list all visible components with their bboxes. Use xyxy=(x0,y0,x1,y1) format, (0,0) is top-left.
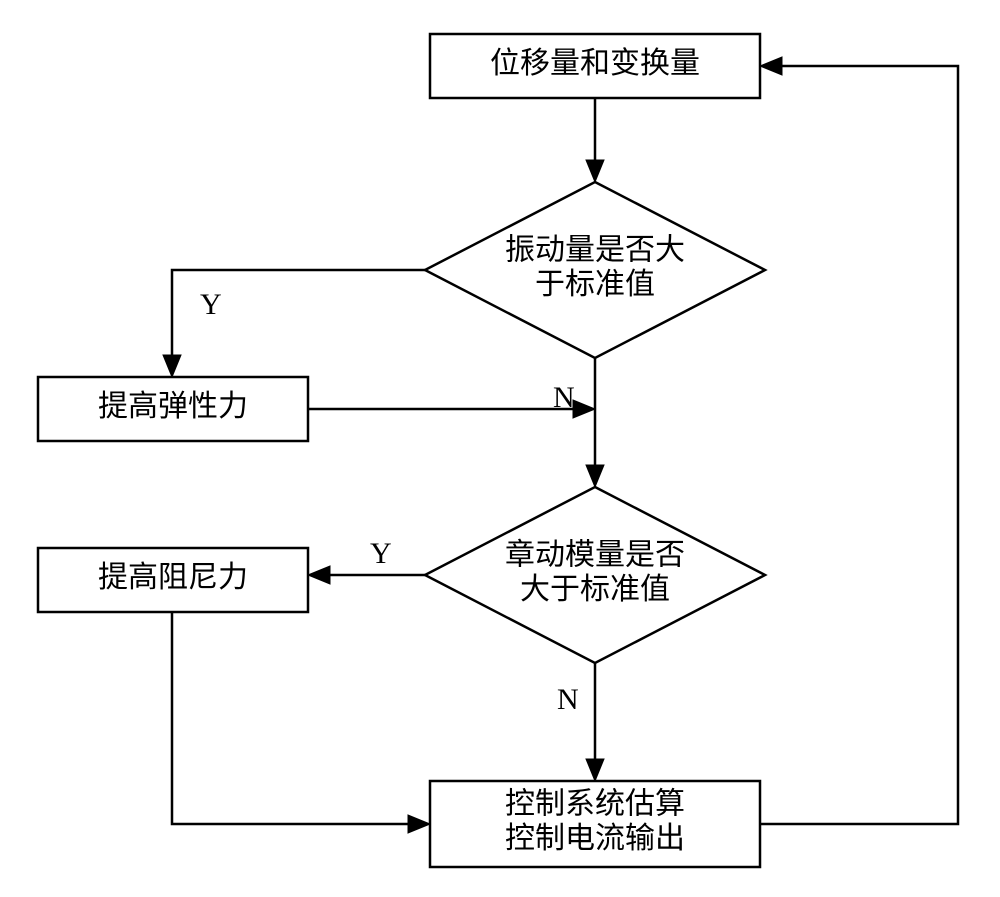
n_start-line0: 位移量和变换量 xyxy=(490,47,700,80)
n_dec2-line0: 章动模量是否 xyxy=(505,539,685,572)
e_dec2_N_down-label: N xyxy=(557,683,579,716)
n_out-line0: 控制系统估算 xyxy=(505,788,685,821)
n_actDamp-line0: 提高阻尼力 xyxy=(98,561,248,594)
n_actElastic-line0: 提高弹性力 xyxy=(98,390,248,423)
e_dec1_Y_to_elastic-label: Y xyxy=(200,288,222,321)
n_dec2-line1: 大于标准值 xyxy=(520,573,670,606)
e_dec2_Y_to_damp-label: Y xyxy=(370,537,392,570)
n_dec1-line0: 振动量是否大 xyxy=(505,234,685,267)
n_out-line1: 控制电流输出 xyxy=(505,822,685,855)
n_dec1-line1: 于标准值 xyxy=(535,268,655,301)
